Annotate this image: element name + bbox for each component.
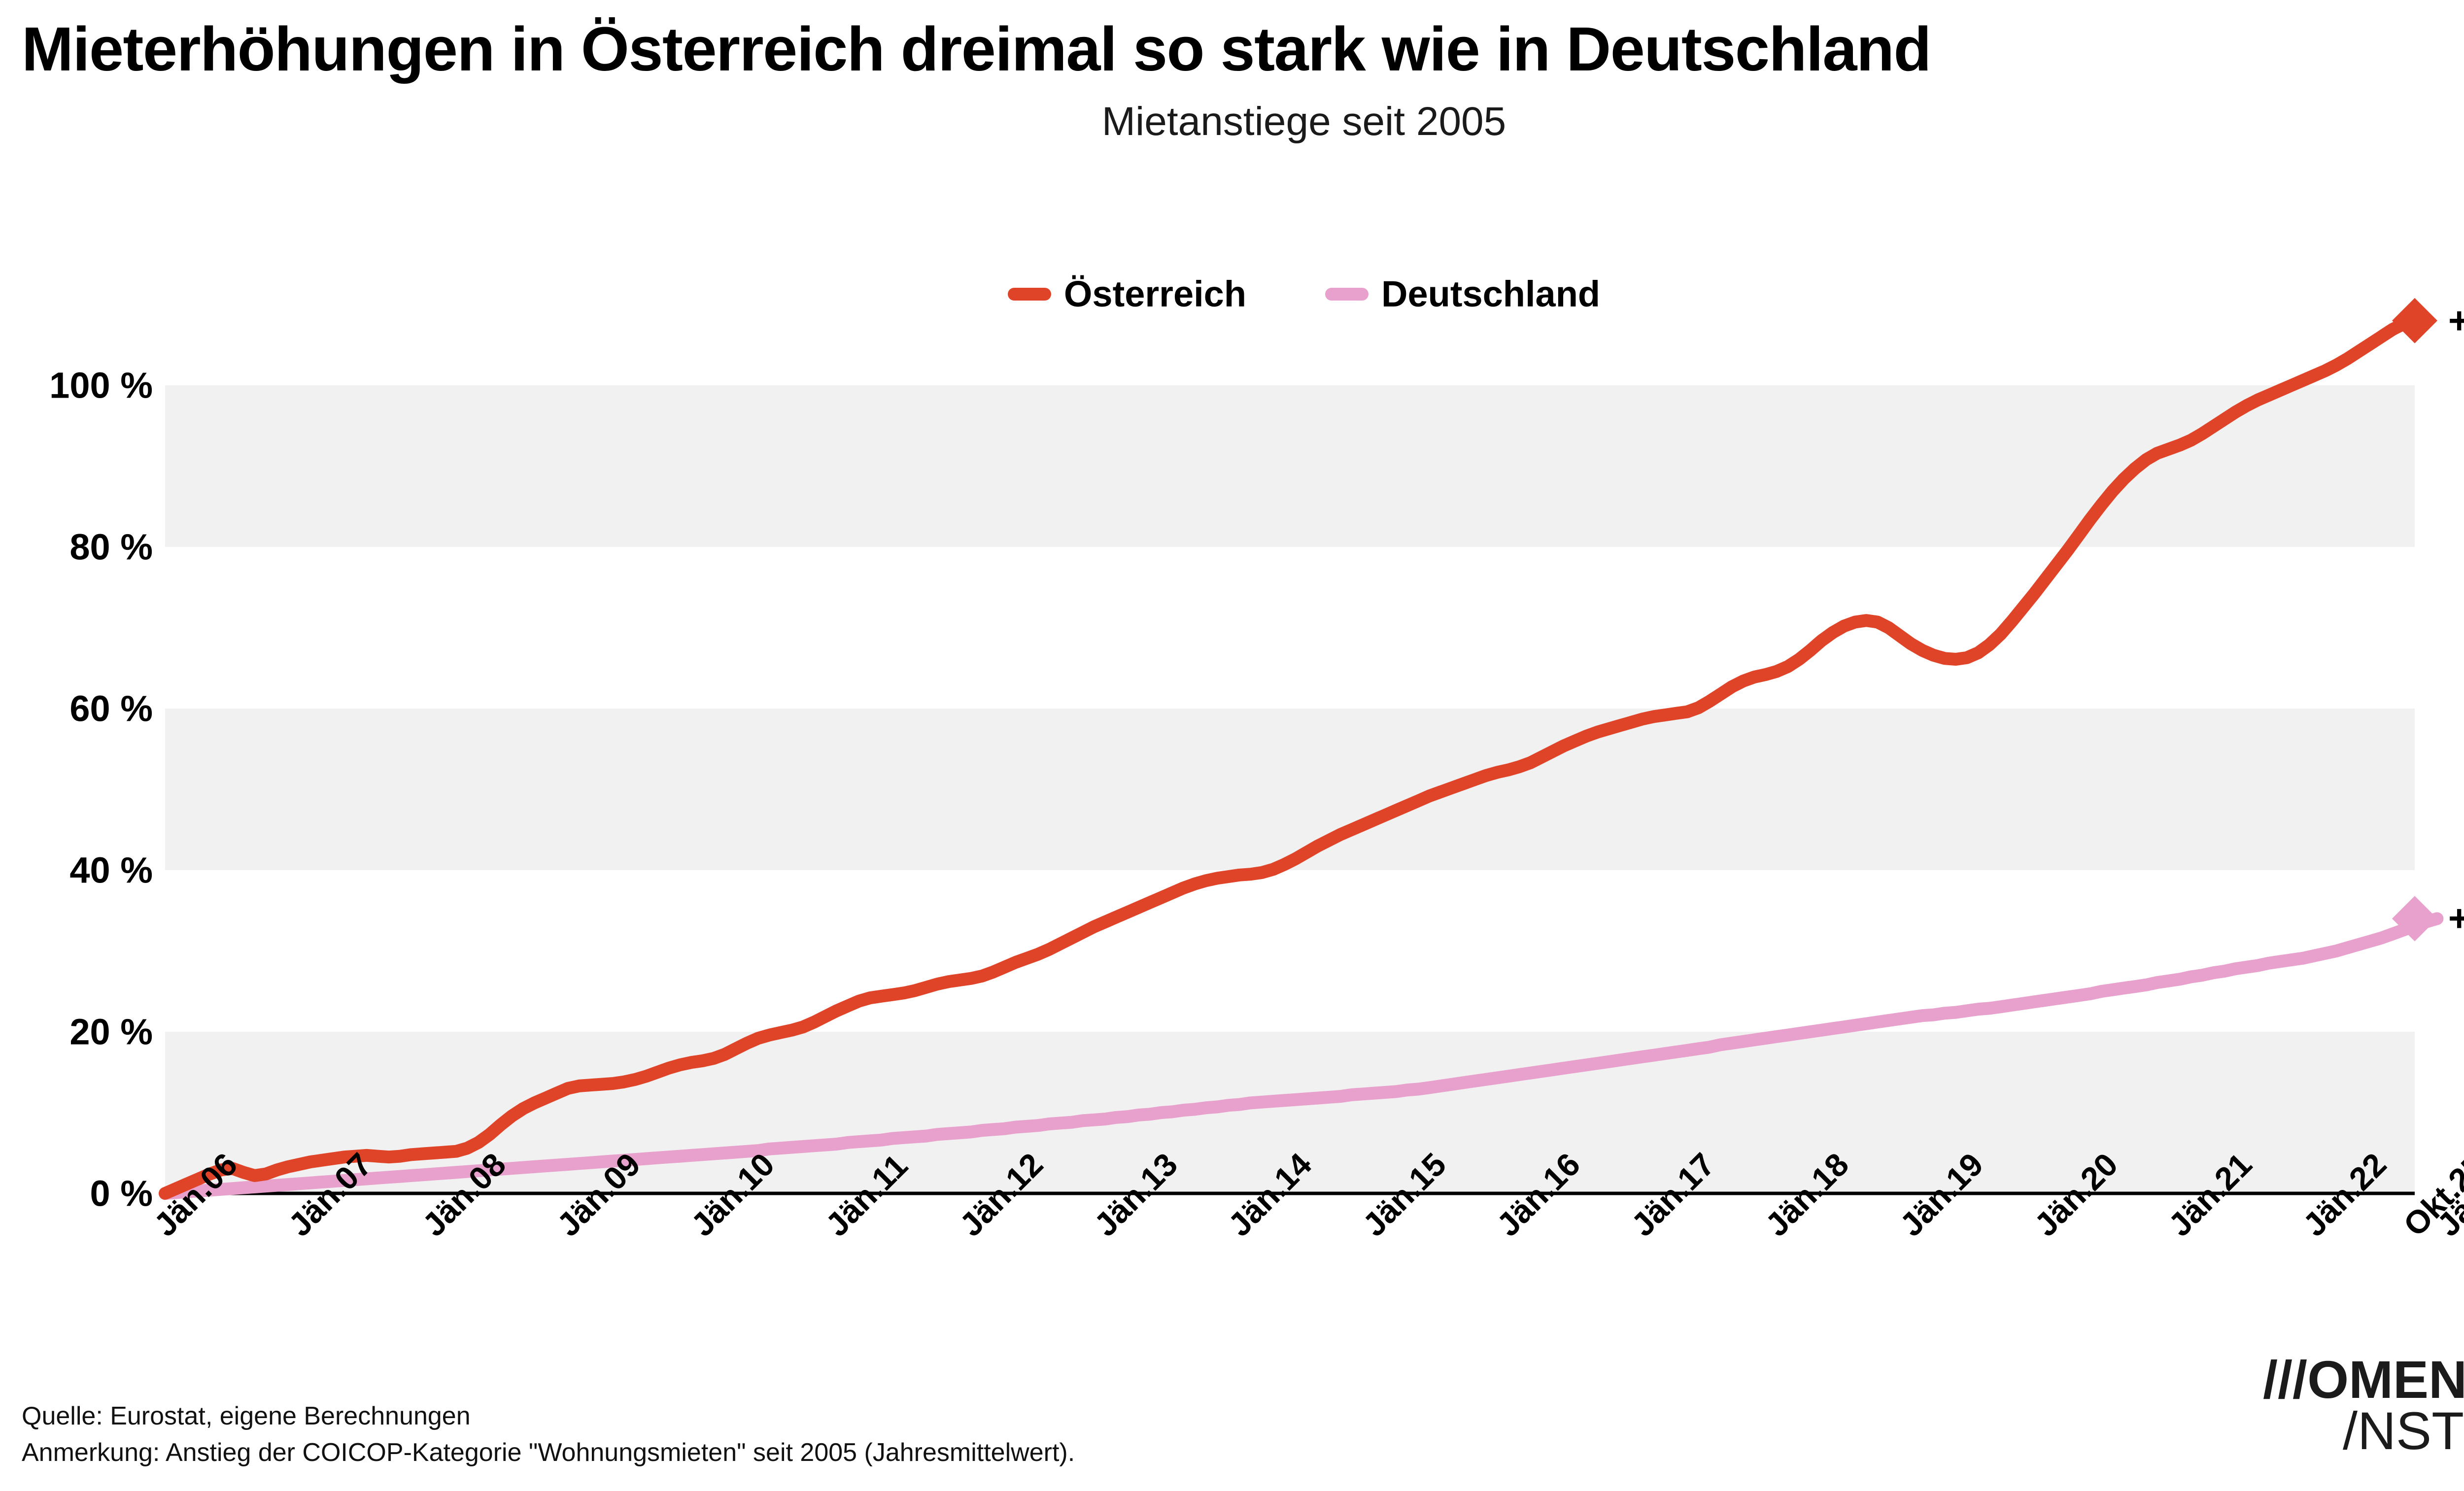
legend-label-austria: Österreich	[1063, 273, 1247, 314]
logo-bottom-line: /NSTITUT	[2343, 1400, 2464, 1460]
legend-item-austria[interactable]: Österreich	[1007, 273, 1247, 314]
end-label-austria: +108 %	[2448, 300, 2464, 342]
method-note: Anmerkung: Anstieg der COICOP-Kategorie …	[22, 1438, 1075, 1467]
page-title: Mieterhöhungen in Österreich dreimal so …	[22, 14, 1931, 84]
end-marker-austria	[2392, 298, 2437, 343]
y-tick-100: 100 %	[49, 365, 153, 406]
end-label-germany: +34 %	[2448, 897, 2464, 940]
logo-top-line: ///OMENTUM	[2263, 1350, 2464, 1409]
end-marker-germany	[2392, 896, 2437, 942]
y-tick-20: 20 %	[69, 1011, 153, 1052]
legend-label-germany: Deutschland	[1381, 273, 1601, 314]
y-tick-80: 80 %	[69, 526, 153, 568]
footer: Quelle: Eurostat, eigene Berechnungen An…	[22, 1398, 1075, 1471]
chart-band-2	[165, 385, 2415, 547]
page-subtitle: Mietanstiege seit 2005	[1101, 99, 1506, 144]
momentum-institut-logo: ///OMENTUM /NSTITUT	[2263, 1350, 2464, 1460]
legend-item-germany[interactable]: Deutschland	[1325, 276, 1600, 312]
chart-legend: Österreich Deutschland	[0, 276, 2464, 312]
y-tick-40: 40 %	[69, 849, 153, 891]
series-line-germany	[159, 912, 2444, 1200]
source-note: Quelle: Eurostat, eigene Berechnungen	[22, 1402, 471, 1430]
chart-band-1	[165, 709, 2415, 870]
y-tick-60: 60 %	[69, 688, 153, 729]
series-line-austria	[159, 314, 2421, 1200]
legend-swatch-austria	[1007, 288, 1051, 301]
legend-swatch-germany	[1325, 288, 1369, 301]
y-tick-0: 0 %	[90, 1173, 153, 1214]
